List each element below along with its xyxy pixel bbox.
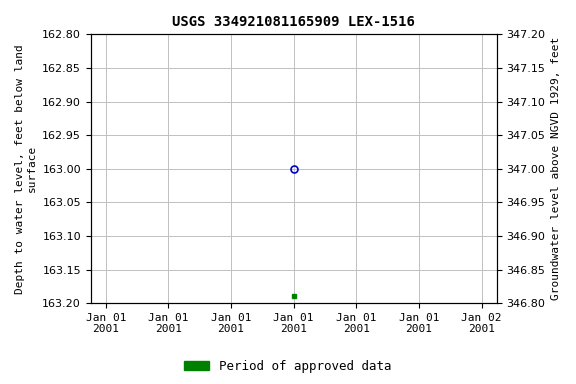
Y-axis label: Groundwater level above NGVD 1929, feet: Groundwater level above NGVD 1929, feet	[551, 37, 561, 300]
Title: USGS 334921081165909 LEX-1516: USGS 334921081165909 LEX-1516	[172, 15, 415, 29]
Legend: Period of approved data: Period of approved data	[179, 355, 397, 378]
Y-axis label: Depth to water level, feet below land
surface: Depth to water level, feet below land su…	[15, 44, 37, 294]
